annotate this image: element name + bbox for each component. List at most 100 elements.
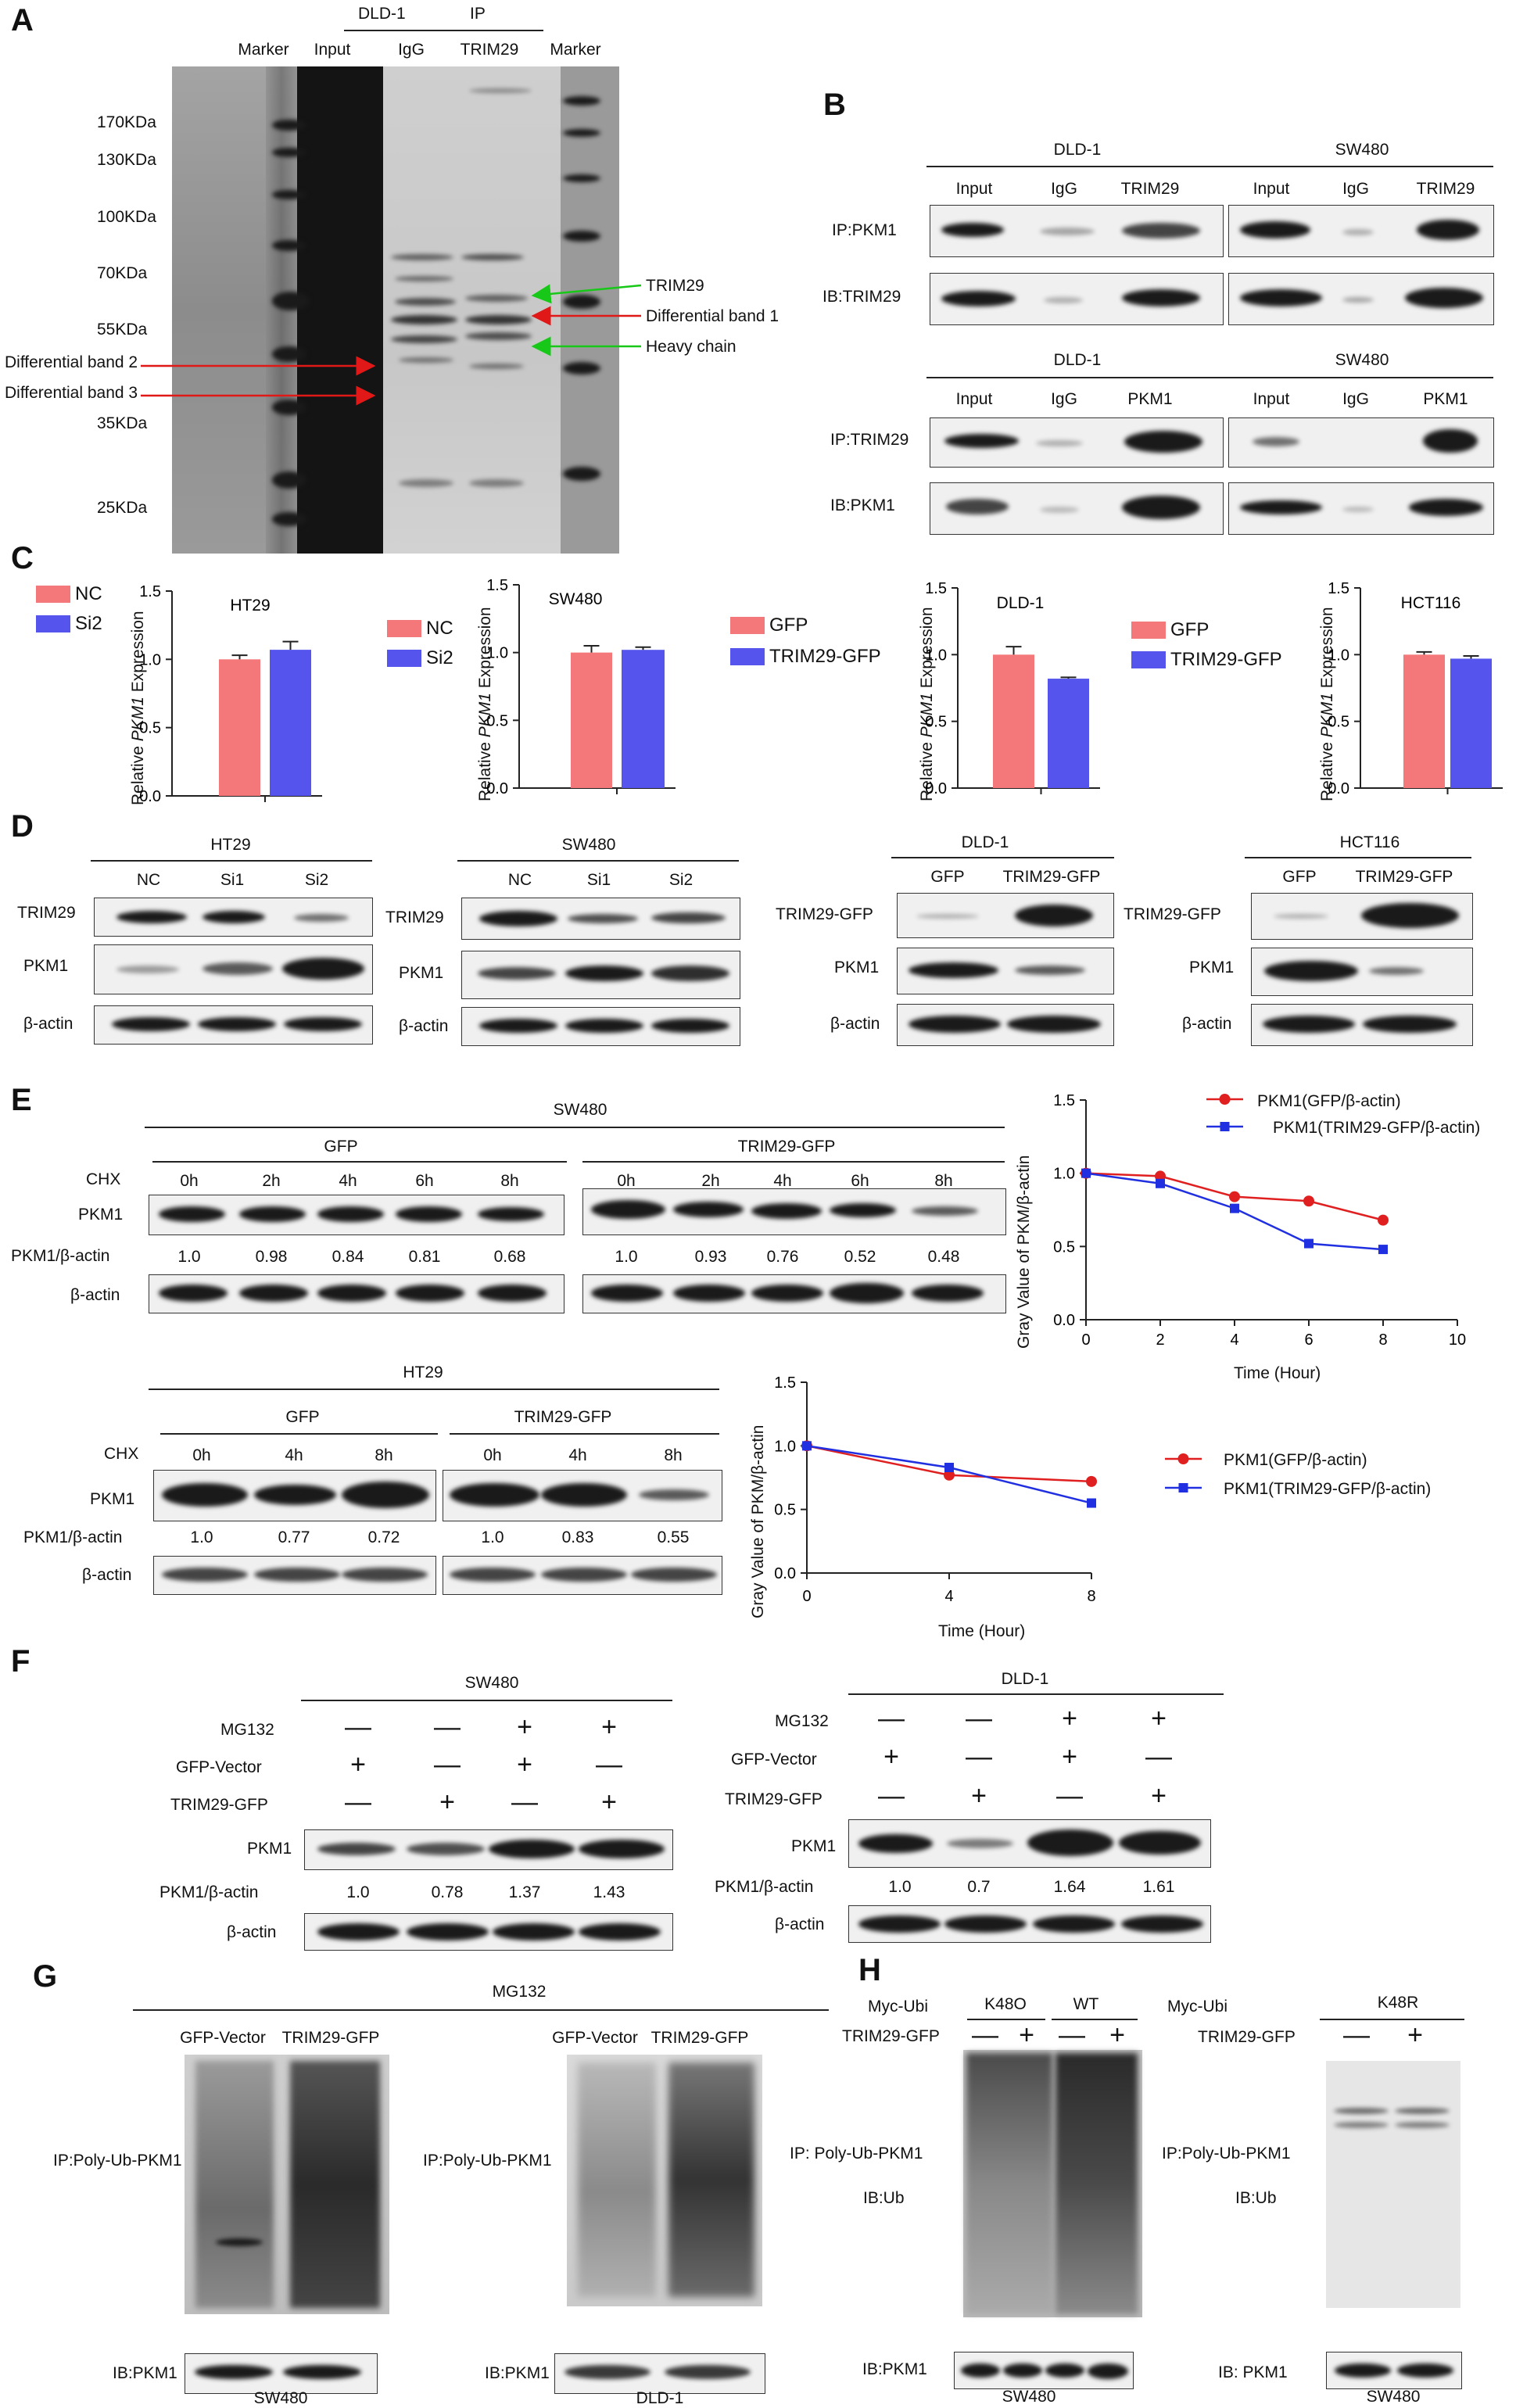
legend-swatch-blue <box>387 650 421 667</box>
blot-e-ht29-gfp-actin <box>153 1556 436 1595</box>
e-sw480-tt6: 6h <box>851 1172 869 1190</box>
c2-legend-si2: Si2 <box>387 647 453 669</box>
line1-xtick-label: 8 <box>1087 1588 1095 1605</box>
c3-legend-trim: TRIM29-GFP <box>730 646 881 668</box>
e-sw480-gfp: GFP <box>324 1138 358 1156</box>
differential-band-2-label: Differential band 2 <box>5 353 138 371</box>
chart2-ytick-label: 0.0 <box>925 780 947 797</box>
h-left-s0: — <box>972 2020 998 2050</box>
line0-point-1-0 <box>1081 1168 1091 1178</box>
marker-100: 100KDa <box>97 208 156 226</box>
b-row-ib-pkm1: IB:PKM1 <box>830 496 895 514</box>
panel-e-label: E <box>11 1083 32 1117</box>
f-dld1-line <box>848 1693 1224 1695</box>
d-dld1-lane-gfp: GFP <box>930 868 965 886</box>
marker-170: 170KDa <box>97 113 156 131</box>
panel-f-label: F <box>11 1644 30 1679</box>
c1-legend-si2: Si2 <box>36 613 102 635</box>
f-dl-ratio-2: 1.64 <box>1053 1878 1086 1896</box>
blot-h-ub <box>963 2050 1142 2317</box>
line0-xtick-label: 6 <box>1304 1331 1313 1349</box>
h-left-myc: Myc-Ubi <box>868 1998 928 2016</box>
d-ht29-row-pkm1: PKM1 <box>23 957 69 975</box>
blot-b-sw480-ip-pkm1 <box>1228 205 1494 257</box>
d-dld1-line <box>891 857 1114 858</box>
line1-xtick-label: 0 <box>802 1588 811 1605</box>
e-ht29-ratio-t0: 1.0 <box>481 1528 504 1546</box>
g-right-ib: IB:PKM1 <box>485 2364 550 2382</box>
f-dld1-blot-pkm1: PKM1 <box>791 1837 837 1855</box>
h-left-cell: SW480 <box>1002 2388 1056 2406</box>
blot-b-sw480-ib-pkm1 <box>1228 482 1494 535</box>
f-dld1-blot-actin: β-actin <box>775 1915 825 1933</box>
e-sw480-row-actin: β-actin <box>70 1286 120 1304</box>
e-ht29-title: HT29 <box>403 1363 443 1381</box>
b-bot-lane-igg: IgG <box>1051 390 1077 408</box>
b-bot-lane2-pkm1: PKM1 <box>1423 390 1468 408</box>
chart1-ytick-label: 1.5 <box>486 577 508 594</box>
e-sw480-ratio-g3: 0.81 <box>408 1248 441 1266</box>
legend-swatch-pink <box>730 617 765 634</box>
blot-e-ht29-trim-actin <box>443 1556 722 1595</box>
e-sw480-tt2: 2h <box>701 1172 720 1190</box>
d-sw480-row-pkm1: PKM1 <box>399 964 444 982</box>
h-left-k48o-line <box>967 2019 1045 2020</box>
b-top-cell2: SW480 <box>1335 141 1389 159</box>
f-sw-s13: — <box>596 1750 622 1779</box>
b-row-ip-pkm1: IP:PKM1 <box>832 221 897 239</box>
chart0-ytick-label: 1.0 <box>139 651 161 668</box>
d-ht29-row-actin: β-actin <box>23 1015 73 1033</box>
g-title-mg132: MG132 <box>492 1983 547 2001</box>
chart2-bar-1 <box>1048 679 1089 788</box>
e-ht29-row-ratio: PKM1/β-actin <box>23 1528 123 1546</box>
h-left-ip: IP: Poly-Ub-PKM1 <box>790 2145 923 2163</box>
f-dl-s20: — <box>878 1781 905 1811</box>
f-sw-s12: + <box>517 1750 532 1779</box>
f-dl-ratio-0: 1.0 <box>888 1878 912 1896</box>
b-top-lane2-input: Input <box>1253 180 1290 198</box>
panel-g-label: G <box>33 1959 58 1994</box>
line0-xtick-label: 0 <box>1081 1331 1090 1349</box>
e1-legend-trim: PKM1(TRIM29-GFP/β-actin) <box>1273 1119 1481 1137</box>
d-ht29-lane-nc: NC <box>136 871 161 889</box>
h-right-ib-pkm1: IB: PKM1 <box>1218 2363 1288 2381</box>
chart1-ytick-label: 0.5 <box>486 712 508 729</box>
blot-d-sw480-pkm1 <box>461 951 740 999</box>
e-ht29-tt4: 4h <box>568 1446 587 1464</box>
d-hct116-lane-trim: TRIM29-GFP <box>1355 868 1453 886</box>
f-dl-s02: + <box>1062 1704 1077 1733</box>
f-dl-s01: — <box>966 1704 992 1733</box>
blot-b-sw480-ip-trim29 <box>1228 417 1494 468</box>
f-sw-ratio-0: 1.0 <box>346 1883 370 1901</box>
line0-xtick-label: 2 <box>1156 1331 1164 1349</box>
e-sw480-ratio-t1: 0.93 <box>694 1248 727 1266</box>
b-top-lane2-igg: IgG <box>1342 180 1369 198</box>
b-bot-lane2-igg: IgG <box>1342 390 1369 408</box>
c4-legend-trim-text: TRIM29-GFP <box>1170 649 1282 670</box>
chart2-bar-0 <box>993 654 1034 788</box>
line0-legend-marker-0 <box>1219 1094 1231 1105</box>
legend-swatch-pink <box>36 586 70 603</box>
panel-h-label: H <box>858 1953 881 1987</box>
panel-d-label: D <box>11 809 34 844</box>
b-bot-lane-pkm1: PKM1 <box>1127 390 1173 408</box>
h-right-ib-ub: IB:Ub <box>1235 2189 1277 2207</box>
e2-legend-trim: PKM1(TRIM29-GFP/β-actin) <box>1224 1480 1432 1498</box>
chart3-ytick-label: 0.0 <box>1328 780 1349 797</box>
d-sw480-title: SW480 <box>561 836 616 854</box>
f-dld1-blot-ratio: PKM1/β-actin <box>715 1878 814 1896</box>
c1-legend-nc-text: NC <box>75 583 102 604</box>
b-top-lane-igg: IgG <box>1051 180 1077 198</box>
line0-ytick-label: 1.0 <box>1053 1166 1075 1183</box>
chart1-ytick-label: 0.0 <box>486 780 508 797</box>
h-right-s0: — <box>1343 2020 1370 2050</box>
h-left-ib-pkm1: IB:PKM1 <box>862 2360 927 2378</box>
h-left-wt: WT <box>1073 1995 1099 2013</box>
blot-b-dld1-ip-trim29 <box>930 417 1224 468</box>
line1-point-1-1 <box>944 1462 954 1472</box>
line0-point-0-3 <box>1303 1195 1314 1207</box>
line1-ytick-label: 1.5 <box>774 1374 796 1392</box>
d-ht29-lane-si2: Si2 <box>304 871 329 889</box>
chart1-title: SW480 <box>549 590 603 608</box>
blot-g-sw480-ub <box>185 2055 389 2314</box>
